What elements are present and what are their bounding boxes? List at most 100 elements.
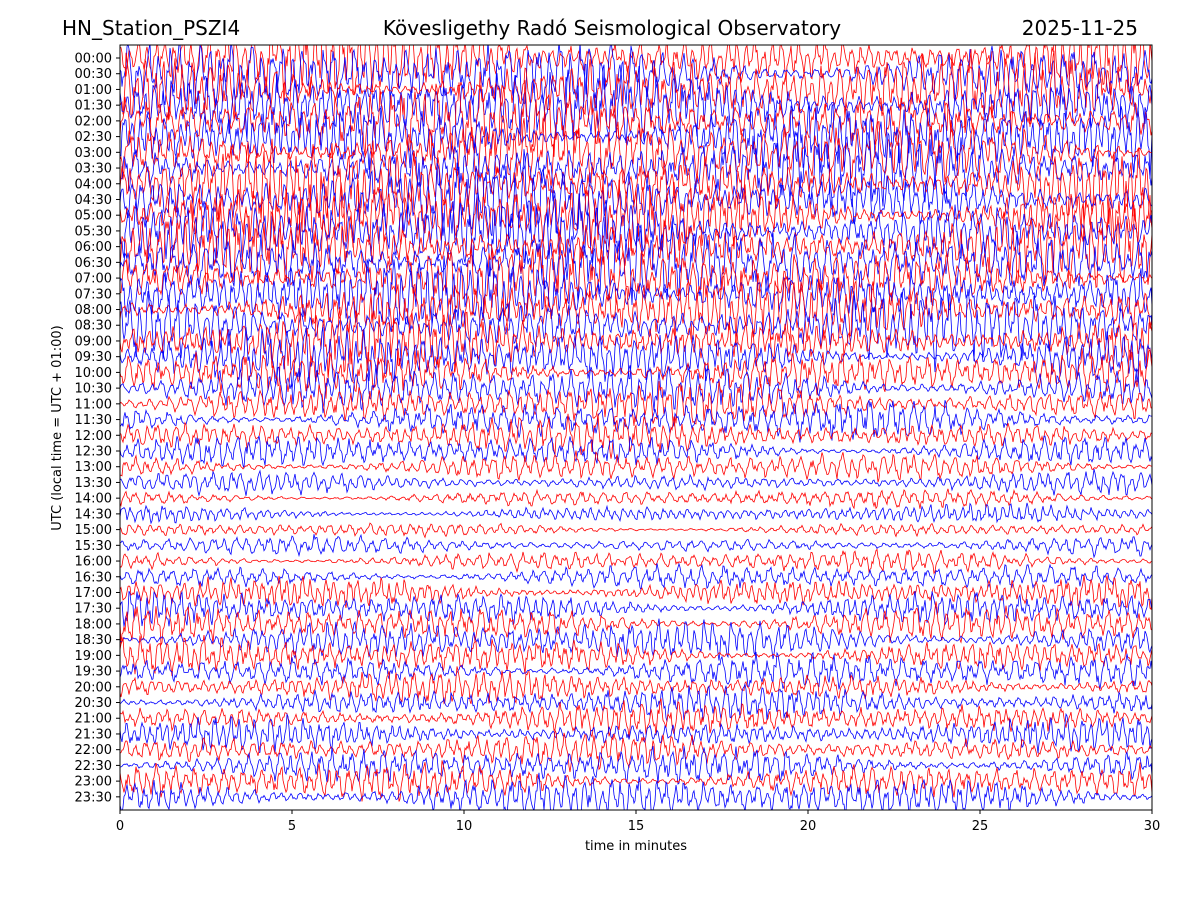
x-axis-label: time in minutes [585, 839, 687, 854]
y-tick-label: 07:00 [75, 272, 112, 287]
y-tick-label: 23:30 [75, 790, 112, 805]
x-tick-label: 30 [1144, 819, 1161, 834]
y-tick-label: 00:30 [75, 67, 112, 82]
date-title: 2025-11-25 [1022, 16, 1138, 40]
trace-line-2330 [120, 772, 1152, 810]
trace-line-1600 [120, 548, 1152, 575]
y-tick-label: 16:30 [75, 570, 112, 585]
y-tick-label: 09:00 [75, 334, 112, 349]
y-tick-label: 01:00 [75, 83, 112, 98]
trace-line-1300 [120, 450, 1152, 483]
trace-line-2300 [120, 760, 1152, 802]
trace-line-0300 [120, 110, 1152, 188]
y-tick-label: 18:30 [75, 633, 112, 648]
trace-line-1100 [120, 381, 1152, 427]
y-tick-label: 07:30 [75, 287, 112, 302]
y-tick-label: 19:00 [75, 649, 112, 664]
trace-line-0330 [120, 131, 1152, 210]
trace-line-0200 [120, 71, 1152, 161]
trace-line-0100 [120, 48, 1152, 137]
y-tick-label: 06:30 [75, 256, 112, 271]
x-tick-label: 10 [456, 819, 473, 834]
trace-line-1930 [120, 651, 1152, 690]
y-tick-label: 21:30 [75, 727, 112, 742]
y-tick-label: 12:00 [75, 429, 112, 444]
y-tick-label: 05:30 [75, 224, 112, 239]
trace-line-0400 [120, 138, 1152, 232]
y-tick-label: 08:00 [75, 303, 112, 318]
trace-line-1730 [120, 590, 1152, 627]
trace-line-1500 [120, 522, 1152, 539]
trace-line-0230 [120, 101, 1152, 179]
trace-line-2000 [120, 666, 1152, 705]
y-tick-label: 16:00 [75, 555, 112, 570]
trace-line-0600 [120, 200, 1152, 292]
trace-line-1800 [120, 601, 1152, 647]
x-tick-label: 5 [288, 819, 296, 834]
y-tick-label: 15:30 [75, 539, 112, 554]
trace-line-1630 [120, 562, 1152, 592]
y-tick-label: 09:30 [75, 350, 112, 365]
trace-line-0500 [120, 179, 1152, 252]
trace-line-1200 [120, 413, 1152, 459]
trace-line-0700 [120, 244, 1152, 317]
trace-line-0800 [120, 270, 1152, 347]
y-tick-label: 01:30 [75, 99, 112, 114]
trace-line-1030 [120, 364, 1152, 414]
y-tick-label: 19:30 [75, 665, 112, 680]
trace-line-2200 [120, 728, 1152, 773]
y-tick-label: 13:30 [75, 476, 112, 491]
y-tick-label: 15:00 [75, 523, 112, 538]
trace-line-2100 [120, 698, 1152, 739]
y-tick-label: 22:00 [75, 743, 112, 758]
trace-line-1530 [120, 533, 1152, 559]
trace-line-1430 [120, 502, 1152, 525]
observatory-title: Kövesligethy Radó Seismological Observat… [383, 16, 841, 40]
y-tick-label: 08:30 [75, 319, 112, 334]
station-title: HN_Station_PSZI4 [62, 16, 240, 40]
x-tick-label: 0 [116, 819, 124, 834]
trace-line-0630 [120, 216, 1152, 306]
y-tick-label: 21:00 [75, 712, 112, 727]
y-axis: 00:0000:3001:0001:3002:0002:3003:0003:30… [75, 52, 120, 805]
y-tick-label: 18:00 [75, 617, 112, 632]
y-tick-label: 10:30 [75, 382, 112, 397]
trace-line-1000 [120, 348, 1152, 399]
y-tick-label: 20:00 [75, 680, 112, 695]
trace-group [120, 45, 1152, 810]
y-tick-label: 00:00 [75, 52, 112, 67]
trace-line-0830 [120, 289, 1152, 373]
y-tick-label: 14:30 [75, 507, 112, 522]
trace-line-2030 [120, 683, 1152, 722]
y-tick-label: 23:00 [75, 775, 112, 790]
y-tick-label: 17:00 [75, 586, 112, 601]
trace-line-1130 [120, 400, 1152, 443]
y-tick-label: 13:00 [75, 460, 112, 475]
y-tick-label: 03:30 [75, 162, 112, 177]
y-tick-label: 04:00 [75, 177, 112, 192]
y-axis-label: UTC (local time = UTC + 01:00) [50, 325, 65, 530]
y-tick-label: 05:00 [75, 209, 112, 224]
trace-line-1700 [120, 575, 1152, 611]
y-tick-label: 03:00 [75, 146, 112, 161]
trace-line-1900 [120, 635, 1152, 677]
trace-line-2130 [120, 712, 1152, 754]
y-tick-label: 11:30 [75, 413, 112, 428]
y-tick-label: 11:00 [75, 397, 112, 412]
trace-line-0900 [120, 306, 1152, 377]
x-axis: 0 5 10 15 20 25 30 [116, 810, 1160, 834]
y-tick-label: 10:00 [75, 366, 112, 381]
trace-line-2230 [120, 745, 1152, 785]
y-tick-label: 04:30 [75, 193, 112, 208]
y-tick-label: 14:00 [75, 492, 112, 507]
y-tick-label: 06:00 [75, 240, 112, 255]
y-tick-label: 22:30 [75, 759, 112, 774]
y-tick-label: 02:00 [75, 114, 112, 129]
x-tick-label: 25 [972, 819, 989, 834]
trace-line-1400 [120, 488, 1152, 510]
trace-line-1830 [120, 618, 1152, 661]
y-tick-label: 02:30 [75, 130, 112, 145]
trace-line-1230 [120, 435, 1152, 469]
